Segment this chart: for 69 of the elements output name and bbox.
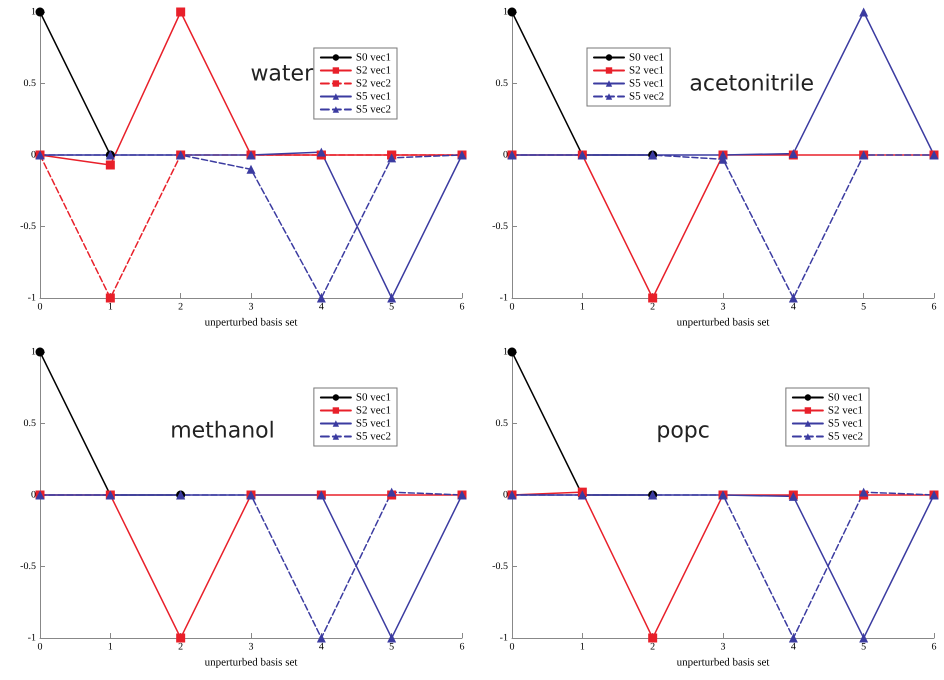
x-tick-label: 1 — [580, 642, 585, 652]
legend-label: S0 vec1 — [828, 392, 864, 404]
y-tick-label: 0 — [31, 490, 36, 500]
y-tick-label: -0.5 — [492, 221, 508, 232]
x-tick-label: 3 — [248, 642, 254, 652]
y-tick-label: 0 — [31, 150, 36, 160]
x-tick-label: 2 — [178, 302, 184, 312]
y-tick-label: 1 — [31, 346, 36, 358]
x-tick-label: 5 — [389, 302, 394, 312]
y-tick-label: -0.5 — [492, 561, 508, 572]
y-tick-label: 0.5 — [496, 78, 508, 89]
x-tick-label: 4 — [790, 642, 796, 652]
y-tick-label: -0.5 — [20, 561, 36, 572]
legend-label: S2 vec1 — [828, 404, 864, 416]
y-tick-label: 1 — [31, 6, 36, 18]
y-tick-label: -1 — [500, 292, 508, 304]
legend-label: S0 vec1 — [629, 52, 664, 64]
y-tick-label: -1 — [500, 632, 508, 644]
text: water — [250, 61, 314, 86]
x-tick-label: 6 — [460, 302, 464, 312]
x-tick-label: 2 — [650, 302, 656, 312]
legend-label: S2 vec2 — [356, 78, 392, 90]
legend-label: S5 vec2 — [356, 104, 392, 116]
legend-label: S2 vec1 — [629, 64, 664, 76]
legend-label: S2 vec1 — [356, 404, 392, 416]
y-tick-label: 0.5 — [24, 78, 36, 89]
text: acetonitrile — [689, 72, 814, 96]
x-tick-label: 5 — [861, 302, 866, 312]
y-tick-label: 1 — [503, 346, 508, 358]
legend-label: S5 vec1 — [356, 418, 392, 430]
y-tick-label: -1 — [28, 632, 36, 644]
legend-label: S5 vec1 — [629, 78, 664, 90]
y-tick-label: 0 — [503, 490, 508, 500]
x-tick-label: 1 — [108, 302, 113, 312]
x-tick-label: 3 — [248, 302, 254, 312]
x-tick-label: 3 — [720, 642, 726, 652]
x-axis-title: unperturbed basis set — [676, 656, 770, 668]
x-tick-label: 4 — [318, 302, 324, 312]
x-tick-label: 1 — [580, 302, 585, 312]
legend-label: S2 vec1 — [356, 64, 392, 76]
legend-label: S0 vec1 — [356, 392, 392, 404]
y-tick-label: -1 — [28, 292, 36, 304]
text: popc — [656, 418, 710, 444]
legend-label: S5 vec2 — [629, 90, 664, 102]
y-tick-label: 0.5 — [496, 418, 508, 429]
x-tick-label: 5 — [861, 642, 866, 652]
x-tick-label: 6 — [932, 302, 936, 312]
x-tick-label: 1 — [108, 642, 113, 652]
x-tick-label: 6 — [932, 642, 936, 652]
y-tick-label: -0.5 — [20, 221, 36, 232]
legend-label: S5 vec2 — [356, 430, 392, 442]
y-tick-label: 0.5 — [24, 418, 36, 429]
x-tick-label: 3 — [720, 302, 726, 312]
x-tick-label: 2 — [650, 642, 656, 652]
legend-label: S5 vec1 — [828, 418, 864, 430]
x-axis-title: unperturbed basis set — [204, 316, 298, 328]
x-tick-label: 5 — [389, 642, 394, 652]
x-axis-title: unperturbed basis set — [676, 316, 770, 328]
x-tick-label: 6 — [460, 642, 464, 652]
x-axis-title: unperturbed basis set — [204, 656, 298, 668]
text: methanol — [170, 418, 275, 444]
y-tick-label: 0 — [503, 150, 508, 160]
legend-label: S5 vec2 — [828, 430, 864, 442]
legend-label: S5 vec1 — [356, 90, 392, 102]
y-tick-label: 1 — [503, 6, 508, 18]
x-tick-label: 4 — [790, 302, 796, 312]
x-tick-label: 4 — [318, 642, 324, 652]
legend-label: S0 vec1 — [356, 52, 392, 64]
x-tick-label: 2 — [178, 642, 184, 652]
